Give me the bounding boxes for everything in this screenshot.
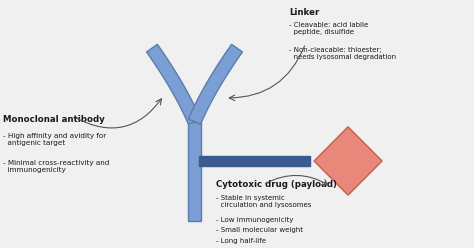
Bar [199,156,310,166]
Polygon shape [188,122,201,221]
Polygon shape [188,44,242,124]
Text: - Minimal cross-reactivity and
  immunogenicity: - Minimal cross-reactivity and immunogen… [3,159,109,173]
Text: - Stable in systemic
  circulation and lysosomes: - Stable in systemic circulation and lys… [216,195,311,208]
Text: Cytotoxic drug (payload): Cytotoxic drug (payload) [216,180,337,189]
Text: - Long half-life: - Long half-life [216,238,266,244]
Text: Monoclonal antibody: Monoclonal antibody [3,115,105,124]
Text: - Cleavable: acid labile
  peptide, disulfide: - Cleavable: acid labile peptide, disulf… [289,22,368,35]
Polygon shape [314,127,382,195]
Text: Linker: Linker [289,8,319,17]
Polygon shape [146,44,201,124]
Text: - Low immunogenicity: - Low immunogenicity [216,217,293,223]
Text: - Non-cleacable: thioester;
  needs lysosomal degradation: - Non-cleacable: thioester; needs lysoso… [289,47,396,60]
Text: - Small molecular weight: - Small molecular weight [216,227,303,233]
Text: - High affinity and avidity for
  antigenic target: - High affinity and avidity for antigeni… [3,132,106,146]
